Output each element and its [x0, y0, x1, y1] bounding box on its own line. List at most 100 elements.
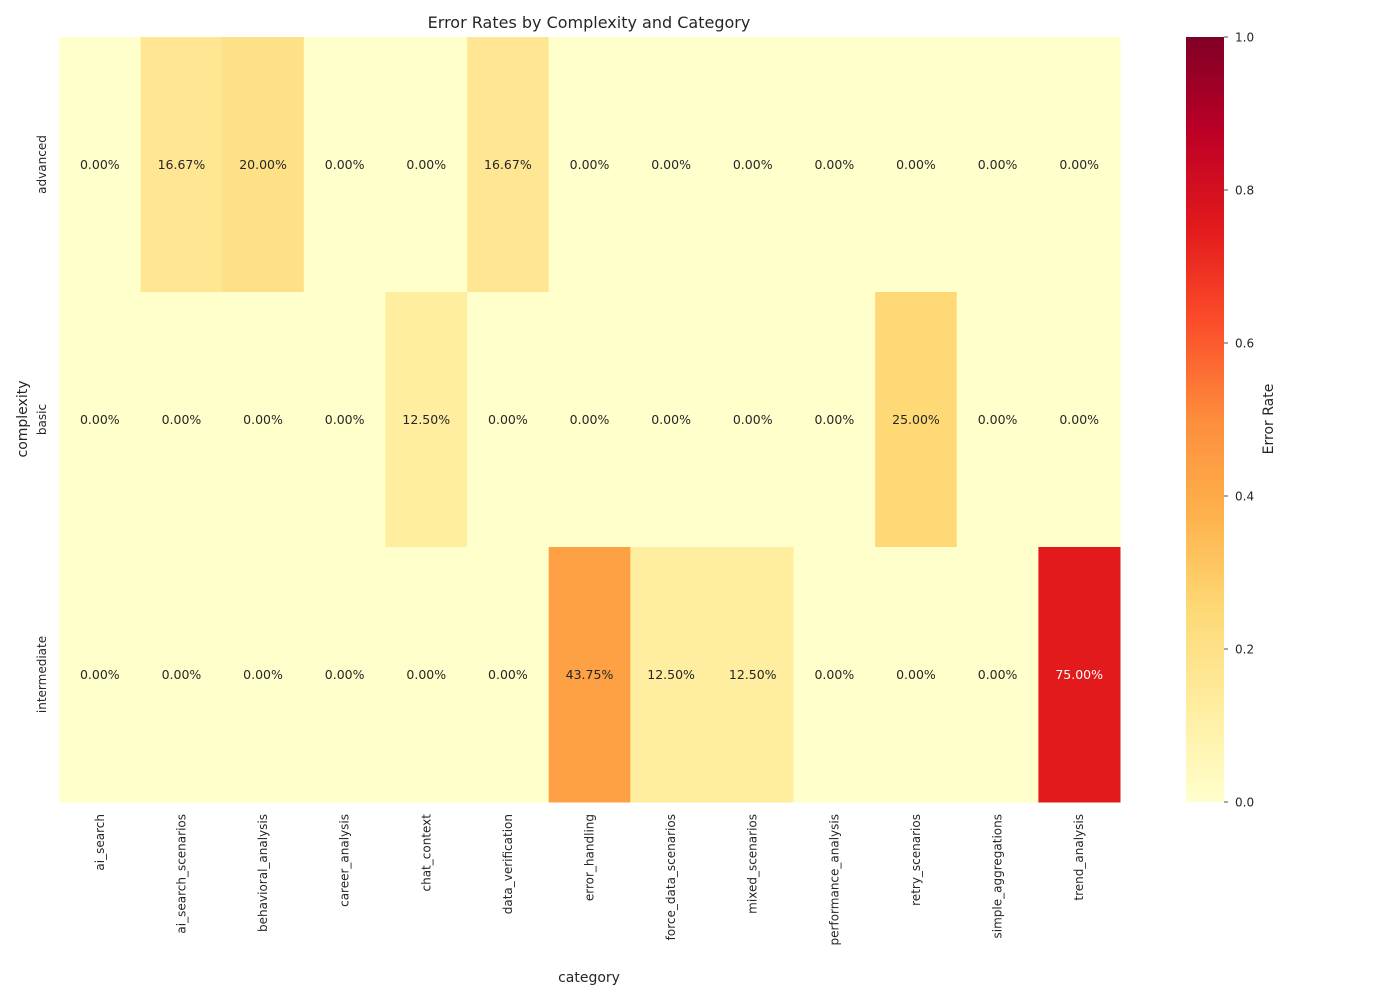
y-tick-label: intermediate [35, 636, 49, 713]
heatmap-cell [385, 547, 468, 803]
heatmap-cell [1038, 37, 1121, 293]
cell-annotation: 16.67% [158, 157, 206, 172]
heatmap-cell [793, 37, 876, 293]
colorbar-tick-label: 0.2 [1235, 643, 1254, 657]
cell-annotation: 0.00% [896, 157, 936, 172]
heatmap-cell [385, 37, 468, 293]
heatmap-cell [303, 37, 386, 293]
heatmap-cell [385, 292, 468, 548]
colorbar-tick-label: 0.6 [1235, 337, 1254, 351]
cell-annotation: 0.00% [978, 412, 1018, 427]
cell-annotation: 0.00% [162, 667, 202, 682]
x-tick-label: mixed_scenarios [746, 814, 760, 914]
x-tick-label: behavioral_analysis [256, 814, 270, 932]
heatmap-cell [548, 37, 631, 293]
heatmap-cell [59, 37, 142, 293]
x-tick-label: career_analysis [338, 814, 352, 907]
cell-annotation: 0.00% [651, 412, 691, 427]
heatmap-cell [222, 547, 305, 803]
cell-annotation: 16.67% [484, 157, 532, 172]
heatmap-cell [630, 292, 713, 548]
x-tick-label: ai_search [93, 814, 107, 871]
x-tick-label: trend_analysis [1072, 814, 1086, 901]
cell-annotation: 0.00% [814, 157, 854, 172]
colorbar-ticks: 0.0 0.2 0.4 0.6 0.8 1.0 [1224, 31, 1254, 810]
y-tick-label: basic [35, 404, 49, 435]
cell-annotation: 0.00% [1059, 412, 1099, 427]
x-tick-label: error_handling [583, 814, 597, 901]
x-tick-label: performance_analysis [827, 814, 841, 945]
heatmap-cell [222, 37, 305, 293]
colorbar-label: Error Rate [1261, 384, 1277, 455]
cell-annotation: 0.00% [162, 412, 202, 427]
cell-annotation: 12.50% [647, 667, 695, 682]
cell-annotation: 0.00% [406, 157, 446, 172]
heatmap-cell [59, 547, 142, 803]
cell-annotation: 0.00% [814, 667, 854, 682]
colorbar-tick-label: 0.0 [1235, 796, 1254, 810]
heatmap-cell [711, 37, 795, 293]
heatmap-cell [303, 292, 386, 548]
y-tick-label: advanced [35, 135, 49, 194]
heatmap-cell [548, 292, 631, 548]
heatmap-cell [956, 37, 1039, 293]
heatmap-cell [467, 547, 550, 803]
heatmap-cell [875, 37, 958, 293]
heatmap-cell [303, 547, 386, 803]
cell-annotation: 0.00% [243, 412, 283, 427]
x-tick-label: retry_scenarios [909, 814, 923, 906]
heatmap-cell [140, 292, 223, 548]
heatmap-cell [548, 547, 631, 803]
cell-annotation: 0.00% [570, 412, 610, 427]
heatmap-cell [956, 292, 1039, 548]
cell-annotation: 0.00% [733, 412, 773, 427]
colorbar-tick-label: 1.0 [1235, 31, 1254, 45]
x-tick-label: simple_aggregations [991, 814, 1005, 938]
cell-annotation: 0.00% [325, 667, 365, 682]
cell-annotation: 0.00% [488, 412, 528, 427]
cell-annotation: 0.00% [978, 667, 1018, 682]
colorbar-gradient [1186, 37, 1224, 802]
cell-annotation: 0.00% [80, 667, 120, 682]
heatmap-cell [711, 292, 795, 548]
heatmap-cell [630, 547, 713, 803]
heatmap-cell [467, 37, 550, 293]
colorbar-tick-label: 0.4 [1235, 490, 1254, 504]
cell-annotation: 43.75% [566, 667, 614, 682]
x-tick-label: force_data_scenarios [664, 814, 678, 940]
heatmap-cell [793, 547, 876, 803]
x-tick-label: ai_search_scenarios [174, 814, 188, 934]
heatmap-cell [875, 547, 958, 803]
cell-annotation: 0.00% [80, 412, 120, 427]
colorbar: 0.0 0.2 0.4 0.6 0.8 1.0 Error Rate [1186, 31, 1277, 810]
cell-annotation: 0.00% [406, 667, 446, 682]
cell-annotation: 0.00% [80, 157, 120, 172]
cell-annotation: 0.00% [1059, 157, 1099, 172]
heatmap-cell [222, 292, 305, 548]
heatmap-cell [140, 37, 223, 293]
cell-annotation: 12.50% [729, 667, 777, 682]
cell-annotation: 0.00% [325, 157, 365, 172]
heatmap-cell [1038, 547, 1121, 803]
cell-annotation: 20.00% [239, 157, 287, 172]
x-tick-label: chat_context [419, 814, 433, 892]
heatmap-cell [793, 292, 876, 548]
cell-annotation: 75.00% [1055, 667, 1103, 682]
heatmap-cells: 0.00% 16.67% 20.00% 0.00% 0.00% 16.67% 0.00% 0.… [59, 37, 1121, 803]
cell-annotation: 0.00% [325, 412, 365, 427]
x-tick-labels: ai_search ai_search_scenarios behavioral_a… [93, 814, 1086, 946]
y-tick-labels: advanced basic intermediate [35, 135, 49, 713]
cell-annotation: 25.00% [892, 412, 940, 427]
y-axis-label: complexity [15, 381, 31, 458]
cell-annotation: 0.00% [814, 412, 854, 427]
heatmap-cell [467, 292, 550, 548]
cell-annotation: 0.00% [896, 667, 936, 682]
heatmap-cell [875, 292, 958, 548]
heatmap-cell [630, 37, 713, 293]
cell-annotation: 0.00% [651, 157, 691, 172]
heatmap-cell [1038, 292, 1121, 548]
heatmap-cell [59, 292, 142, 548]
colorbar-tick-label: 0.8 [1235, 184, 1254, 198]
cell-annotation: 0.00% [570, 157, 610, 172]
